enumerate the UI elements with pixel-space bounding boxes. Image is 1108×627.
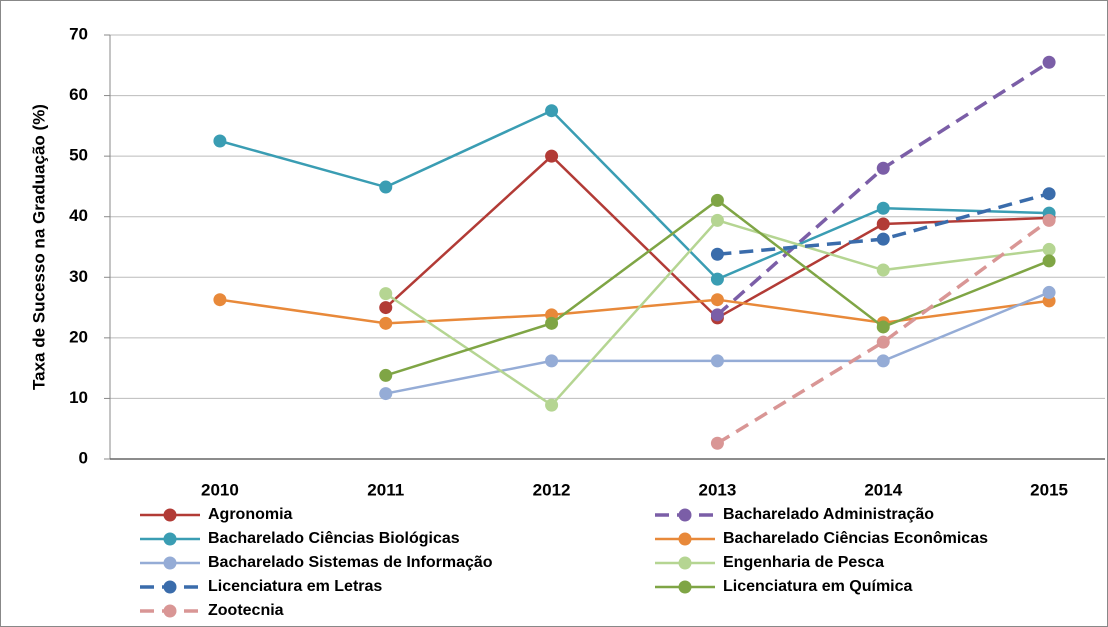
legend-label: Engenharia de Pesca	[723, 554, 884, 571]
legend-label: Licenciatura em Química	[723, 578, 913, 595]
data-point	[710, 354, 724, 368]
data-point	[1042, 254, 1056, 268]
x-tick-label: 2010	[201, 480, 239, 499]
x-tick-label: 2013	[699, 480, 737, 499]
legend-marker	[163, 508, 177, 522]
data-point	[710, 436, 724, 450]
x-tick-label: 2015	[1030, 480, 1068, 499]
data-point	[545, 316, 559, 330]
data-point	[876, 217, 890, 231]
data-point	[876, 161, 890, 175]
legend-marker	[163, 580, 177, 594]
y-tick-label: 30	[69, 267, 88, 286]
data-point	[710, 293, 724, 307]
legend-marker	[163, 604, 177, 618]
y-axis-title: Taxa de Sucesso na Graduação (%)	[29, 104, 48, 390]
x-tick-label: 2011	[367, 480, 404, 499]
y-tick-label: 50	[69, 146, 88, 165]
data-point	[545, 398, 559, 412]
legend-marker	[678, 580, 692, 594]
data-point	[710, 247, 724, 261]
y-tick-label: 10	[69, 388, 88, 407]
x-tick-label: 2014	[864, 480, 902, 499]
data-point	[710, 193, 724, 207]
data-point	[1042, 285, 1056, 299]
data-point	[876, 232, 890, 246]
data-point	[545, 149, 559, 163]
data-point	[876, 201, 890, 215]
data-point	[545, 354, 559, 368]
legend-label: Bacharelado Ciências Econômicas	[723, 530, 988, 547]
y-tick-label: 0	[79, 448, 88, 467]
series-line	[716, 218, 1051, 445]
data-point	[710, 272, 724, 286]
data-point	[876, 354, 890, 368]
legend-marker	[678, 532, 692, 546]
data-point	[1042, 55, 1056, 69]
data-point	[710, 213, 724, 227]
data-point	[876, 320, 890, 334]
data-point	[379, 301, 393, 315]
data-point	[1042, 213, 1056, 227]
legend-label: Bacharelado Administração	[723, 506, 934, 523]
data-point	[1042, 242, 1056, 256]
data-point	[1042, 187, 1056, 201]
x-tick-label: 2012	[533, 480, 571, 499]
data-point	[876, 335, 890, 349]
legend-label: Agronomia	[208, 506, 293, 523]
data-point	[710, 308, 724, 322]
y-tick-label: 20	[69, 327, 88, 346]
series-line	[219, 298, 1050, 325]
y-tick-label: 60	[69, 85, 88, 104]
legend-label: Bacharelado Ciências Biológicas	[208, 530, 460, 547]
legend-label: Licenciatura em Letras	[208, 578, 382, 595]
y-tick-label: 40	[69, 206, 88, 225]
data-point	[213, 293, 227, 307]
data-point	[379, 368, 393, 382]
data-point	[876, 263, 890, 277]
series-line	[219, 109, 1050, 281]
data-point	[379, 287, 393, 301]
legend-marker	[678, 556, 692, 570]
data-point	[379, 180, 393, 194]
data-point	[379, 387, 393, 401]
data-point	[213, 134, 227, 148]
legend-marker	[163, 556, 177, 570]
legend-marker	[678, 508, 692, 522]
data-point	[545, 104, 559, 118]
legend-label: Zootecnia	[208, 602, 284, 619]
data-point	[379, 316, 393, 330]
y-tick-label: 70	[69, 24, 88, 43]
legend-marker	[163, 532, 177, 546]
legend-label: Bacharelado Sistemas de Informação	[208, 554, 493, 571]
